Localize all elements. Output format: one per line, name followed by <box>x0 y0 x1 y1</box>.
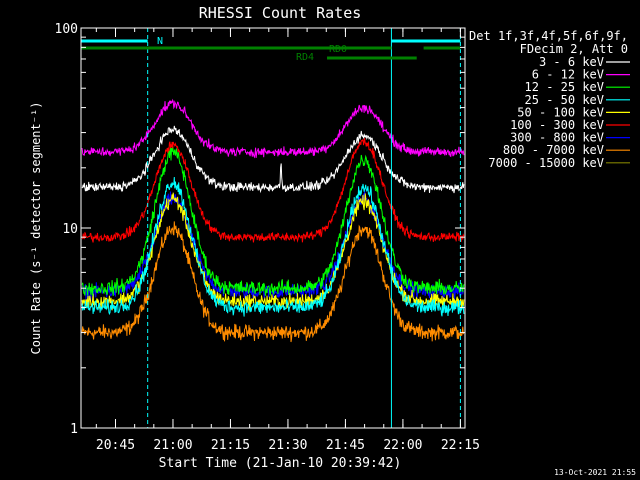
x-tick-label-0: 20:45 <box>96 438 135 453</box>
y-tick-label-0: 1 <box>70 422 78 437</box>
footer-timestamp: 13-Oct-2021 21:55 <box>554 468 636 477</box>
legend-label-8: 7000 - 15000 keV <box>488 156 604 170</box>
legend-label-0: 3 - 6 keV <box>539 55 604 69</box>
legend: Det 1f,3f,4f,5f,6f,9f, FDecim 2, Att 0 3… <box>469 29 630 170</box>
legend-label-7: 800 - 7000 keV <box>503 143 604 157</box>
series-line-0 <box>81 125 465 194</box>
y-tick-label-2: 100 <box>55 22 78 37</box>
series-line-7 <box>81 221 465 343</box>
series-line-3 <box>81 176 465 317</box>
series-layer <box>81 98 465 343</box>
legend-header-line-2: FDecim 2, Att 0 <box>520 42 628 56</box>
annotation-rd4: RD4 <box>296 52 314 63</box>
axes-layer: 20:45 21:00 21:15 21:30 21:45 22:00 22:15 1 10 10… <box>55 22 480 453</box>
legend-label-6: 300 - 800 keV <box>510 131 604 145</box>
x-axis-label: Start Time (21-Jan-10 20:39:42) <box>159 456 402 471</box>
legend-label-3: 25 - 50 keV <box>525 93 604 107</box>
legend-label-5: 100 - 300 keV <box>510 118 604 132</box>
series-line-1 <box>81 98 465 159</box>
annotation-n: N <box>157 36 163 47</box>
x-tick-label-4: 21:45 <box>326 438 365 453</box>
legend-label-4: 50 - 100 keV <box>517 105 604 119</box>
x-tick-label-3: 21:30 <box>268 438 307 453</box>
series-line-5 <box>82 137 465 243</box>
x-tick-label-2: 21:15 <box>211 438 250 453</box>
series-line-2 <box>81 145 465 297</box>
y-axis-label: Count Rate (s⁻¹ detector segment⁻¹) <box>29 102 43 355</box>
x-tick-label-1: 21:00 <box>153 438 192 453</box>
y-tick-label-1: 10 <box>62 222 78 237</box>
chart-title: RHESSI Count Rates <box>199 4 362 22</box>
x-tick-label-6: 22:15 <box>441 438 480 453</box>
annotation-rd0: RD0 <box>329 44 347 55</box>
legend-label-2: 12 - 25 keV <box>525 80 604 94</box>
legend-header-line-1: Det 1f,3f,4f,5f,6f,9f, <box>469 29 628 43</box>
x-tick-label-5: 22:00 <box>383 438 422 453</box>
legend-label-1: 6 - 12 keV <box>532 68 604 82</box>
